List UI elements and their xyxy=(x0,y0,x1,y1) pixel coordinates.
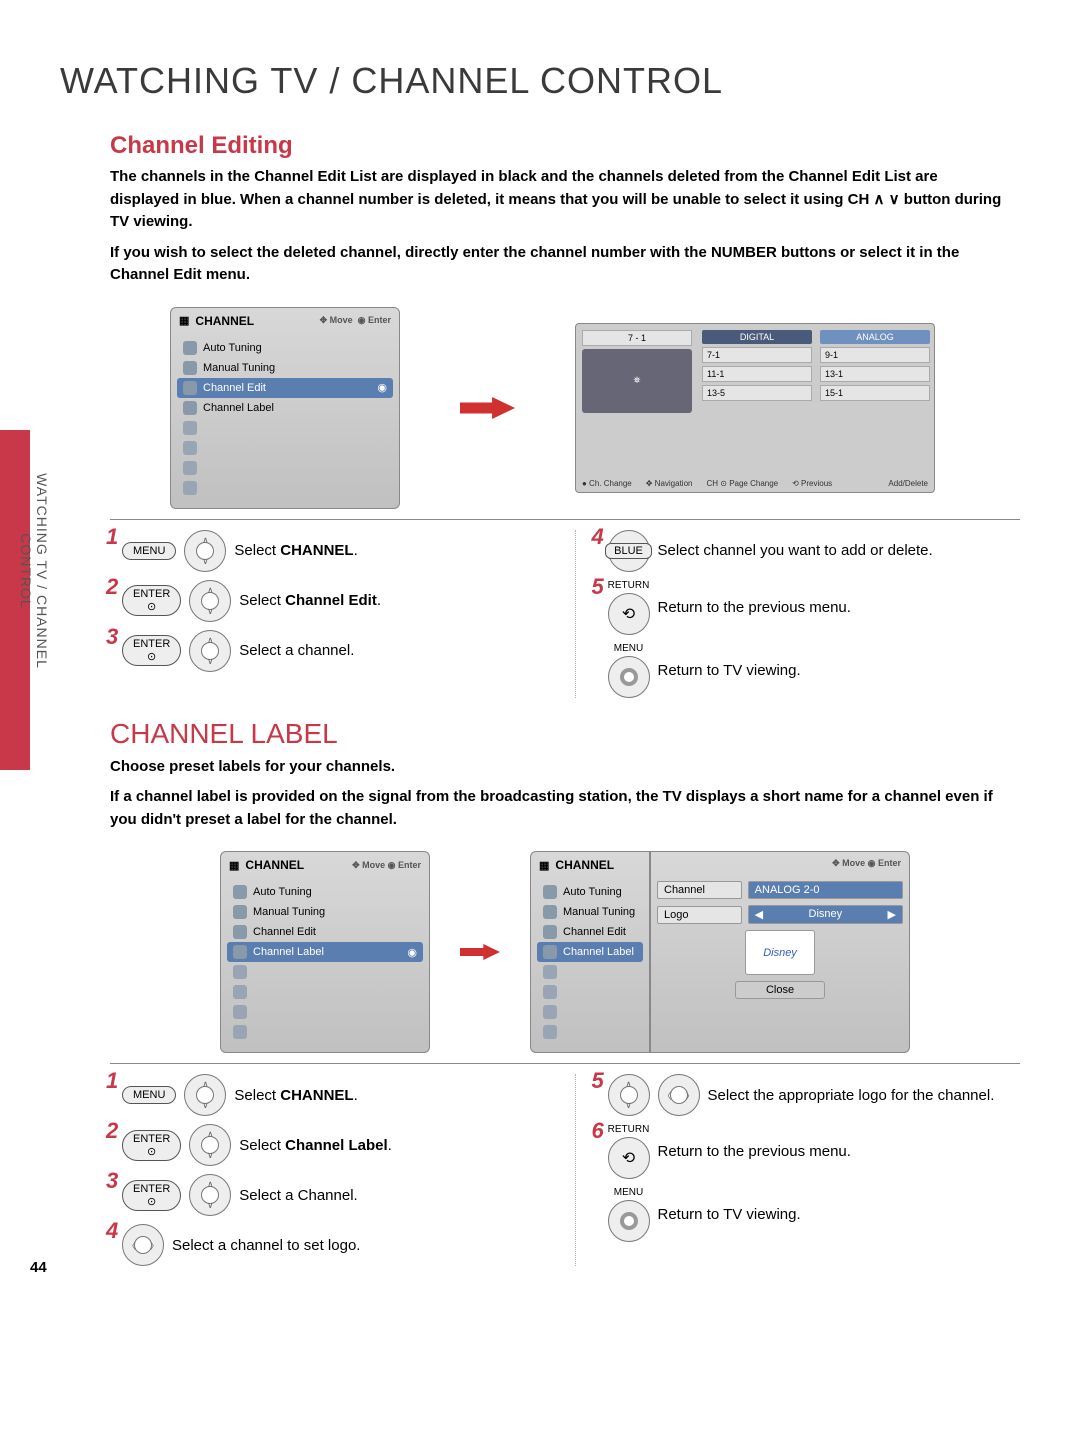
enter-button[interactable]: ENTER ⊙ xyxy=(122,635,181,666)
para-4: If a channel label is provided on the si… xyxy=(110,786,1010,831)
arrow-right-icon xyxy=(460,942,500,962)
dpad-updown-icon: ∧∨ xyxy=(189,580,231,622)
return-button[interactable]: ⟲ xyxy=(608,593,650,635)
dpad-updown-icon: ∧∨ xyxy=(608,1074,650,1116)
page-title: WATCHING TV / CHANNEL CONTROL xyxy=(60,60,1020,102)
para-1: The channels in the Channel Edit List ar… xyxy=(110,166,1010,234)
dpad-leftright-icon: 〈〉 xyxy=(658,1074,700,1116)
dpad-leftright-icon: 〈〉 xyxy=(122,1224,164,1266)
dpad-updown-icon: ∧∨ xyxy=(189,1124,231,1166)
menu-button[interactable] xyxy=(608,656,650,698)
dpad-updown-icon: ∧∨ xyxy=(184,1074,226,1116)
osd-channel-menu: ▦ CHANNEL ✥ Move ◉ Enter Auto Tuning Man… xyxy=(170,307,400,509)
enter-button[interactable]: ENTER ⊙ xyxy=(122,1180,181,1211)
return-button[interactable]: ⟲ xyxy=(608,1137,650,1179)
enter-button[interactable]: ENTER ⊙ xyxy=(122,1130,181,1161)
menu-button[interactable]: MENU xyxy=(122,542,176,560)
dpad-updown-icon: ∧∨ xyxy=(189,1174,231,1216)
section-title-channel-label: CHANNEL LABEL xyxy=(110,718,1020,750)
dpad-updown-icon: ∧∨ xyxy=(184,530,226,572)
channel-edit-preview: 7 - 1 ⛯ DIGITAL 7-1 11-1 13-5 ANALOG 9-1… xyxy=(575,323,935,493)
dpad-updown-icon: ∧∨ xyxy=(189,630,231,672)
osd-channel-menu-2: ▦CHANNEL ✥ Move ◉ Enter Auto Tuning Manu… xyxy=(220,851,430,1053)
close-button[interactable]: Close xyxy=(735,981,825,999)
page-number: 44 xyxy=(30,1259,47,1276)
enter-button[interactable]: ENTER ⊙ xyxy=(122,585,181,616)
para-3: Choose preset labels for your channels. xyxy=(110,756,1010,779)
menu-button[interactable] xyxy=(608,1200,650,1242)
osd-channel-menu-3: ▦CHANNEL Auto Tuning Manual Tuning Chann… xyxy=(530,851,650,1053)
channel-label-dialog: ✥ Move ◉ Enter ChannelANALOG 2-0 Logo ◀D… xyxy=(650,851,910,1053)
blue-button[interactable]: BLUE xyxy=(605,543,652,559)
tv-icon: ▦ xyxy=(179,314,189,327)
side-section-text: WATCHING TV / CHANNEL CONTROL xyxy=(18,441,50,701)
circle-button-icon: BLUE xyxy=(608,530,650,572)
arrow-right-icon xyxy=(460,396,515,420)
menu-button[interactable]: MENU xyxy=(122,1086,176,1104)
para-2: If you wish to select the deleted channe… xyxy=(110,242,1010,287)
section-title-channel-editing: Channel Editing xyxy=(110,132,1020,160)
